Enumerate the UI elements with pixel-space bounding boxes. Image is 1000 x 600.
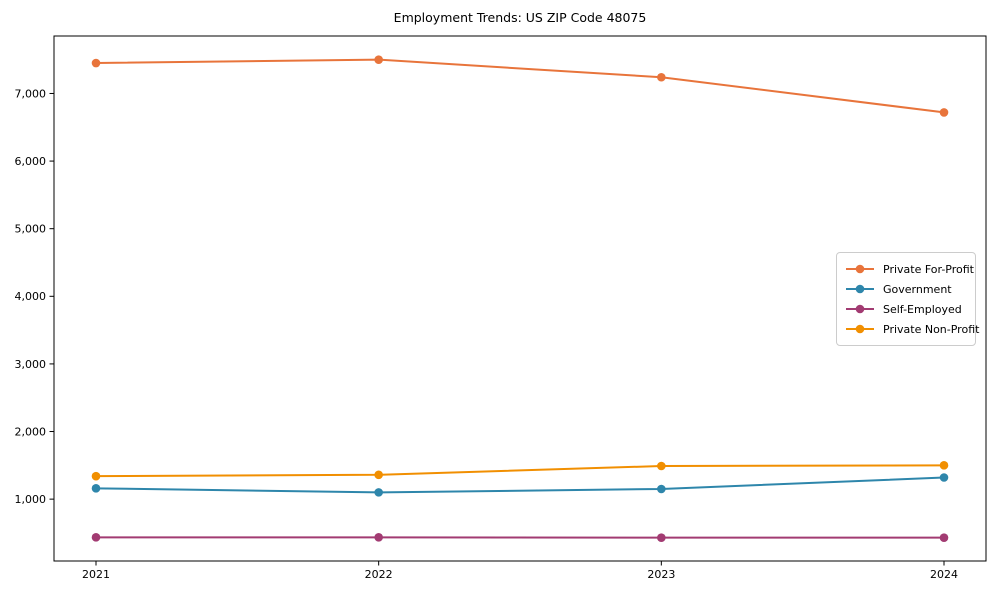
x-tick-label: 2021 xyxy=(82,568,110,581)
data-point-private-non-profit-2023 xyxy=(657,461,666,471)
legend-swatch-self-employed xyxy=(846,304,874,314)
data-point-self-employed-2023 xyxy=(657,533,666,542)
legend-item-private-non-profit: Private Non-Profit xyxy=(845,319,979,339)
legend-marker-icon xyxy=(855,284,865,294)
legend-swatch-private-for-profit xyxy=(846,264,874,274)
data-point-government-2022 xyxy=(374,488,383,497)
series-line-government xyxy=(95,476,945,494)
data-point-government-2023 xyxy=(657,484,666,494)
x-tick-label: 2024 xyxy=(930,568,958,581)
legend-swatch-government xyxy=(846,284,874,294)
data-point-private-non-profit-2021 xyxy=(91,471,101,481)
plot-border xyxy=(53,35,987,562)
legend-item-self-employed: Self-Employed xyxy=(845,299,971,319)
data-point-private-for-profit-2023 xyxy=(657,72,666,82)
y-tick-label: 6,000 xyxy=(15,155,47,168)
y-tick-label: 4,000 xyxy=(15,290,47,303)
legend-item-label: Private For-Profit xyxy=(883,262,974,276)
y-tick-label: 5,000 xyxy=(15,223,47,236)
y-tick-label: 1,000 xyxy=(15,493,47,506)
data-point-private-non-profit-2024 xyxy=(939,461,949,470)
legend: Private For-Profit Government Self-Employe… xyxy=(836,252,979,346)
data-point-private-non-profit-2022 xyxy=(374,470,383,480)
legend-item-label: Self-Employed xyxy=(883,302,962,316)
legend-swatch-private-non-profit xyxy=(846,324,874,334)
legend-item-government: Government xyxy=(845,279,971,299)
series-line-private-non-profit xyxy=(95,464,945,478)
y-tick-label: 2,000 xyxy=(15,425,47,438)
legend-marker-icon xyxy=(855,324,865,334)
y-tick-label: 7,000 xyxy=(15,87,47,100)
legend-item-private-for-profit: Private For-Profit xyxy=(845,259,974,279)
legend-item-label: Government xyxy=(883,282,952,296)
legend-item-label: Private Non-Profit xyxy=(883,322,980,336)
legend-marker-icon xyxy=(855,304,865,314)
y-tick-label: 3,000 xyxy=(15,358,47,371)
legend-marker-icon xyxy=(855,264,865,274)
data-point-government-2024 xyxy=(939,473,949,482)
data-point-self-employed-2022 xyxy=(374,533,383,542)
data-point-private-for-profit-2021 xyxy=(91,58,101,68)
data-point-private-for-profit-2022 xyxy=(374,55,383,64)
x-tick-label: 2023 xyxy=(647,568,675,581)
data-point-self-employed-2024 xyxy=(939,533,949,542)
data-point-self-employed-2021 xyxy=(91,533,101,542)
data-point-private-for-profit-2024 xyxy=(939,108,949,117)
data-point-government-2021 xyxy=(91,484,101,493)
x-tick-label: 2022 xyxy=(365,568,393,581)
chart-title: Employment Trends: US ZIP Code 48075 xyxy=(393,10,647,25)
series-line-private-for-profit xyxy=(95,58,945,114)
